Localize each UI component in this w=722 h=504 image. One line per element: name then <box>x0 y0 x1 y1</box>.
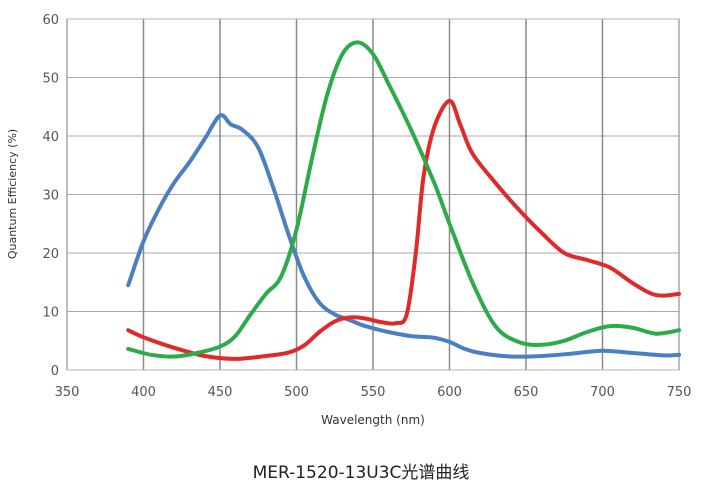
plot-area-border <box>66 18 680 371</box>
y-tick-labels: 0 10 20 30 40 50 60 <box>42 13 59 379</box>
x-tick-labels: 350 400 450 500 550 600 650 700 750 <box>55 385 692 400</box>
y-tick-label: 30 <box>42 189 59 204</box>
x-tick-label: 550 <box>361 385 386 400</box>
x-tick-label: 450 <box>208 385 233 400</box>
x-tick-label: 500 <box>284 385 309 400</box>
x-tick-label: 600 <box>437 385 462 400</box>
spectral-chart: 0 10 20 30 40 50 60 350 400 450 500 550 600 650 700 75… <box>6 13 692 427</box>
x-tick-label: 700 <box>590 385 615 400</box>
x-tick-label: 350 <box>55 385 80 400</box>
series-lines <box>126 40 681 361</box>
y-tick-label: 50 <box>42 72 59 87</box>
y-tick-label: 10 <box>42 306 59 321</box>
gridlines <box>66 18 680 371</box>
green-series-line <box>126 40 681 359</box>
red-series-line <box>126 98 681 361</box>
y-tick-label: 0 <box>51 364 59 379</box>
y-axis-label: Quantum Efficiency (%) <box>6 129 19 259</box>
y-tick-label: 40 <box>42 130 59 145</box>
y-tick-label: 20 <box>42 247 59 262</box>
x-axis-label: Wavelength (nm) <box>321 413 425 427</box>
x-tick-label: 750 <box>667 385 692 400</box>
x-tick-label: 650 <box>514 385 539 400</box>
chart-caption: MER-1520-13U3C光谱曲线 <box>252 463 470 483</box>
y-tick-label: 60 <box>42 13 59 28</box>
x-tick-label: 400 <box>131 385 156 400</box>
